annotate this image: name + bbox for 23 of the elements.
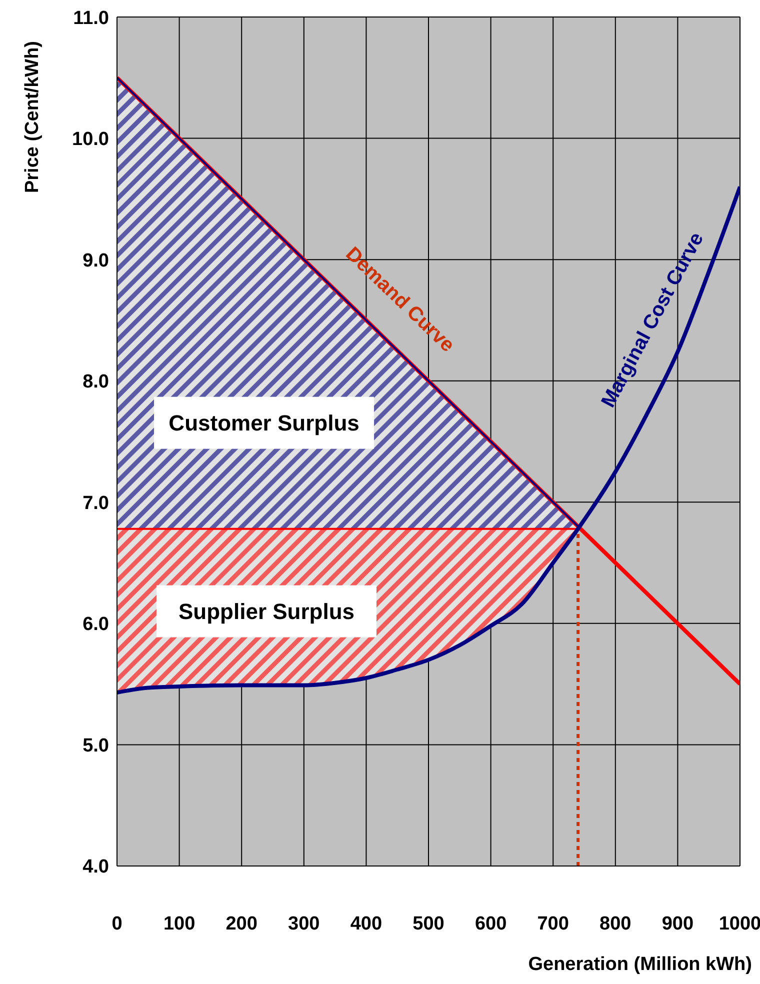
x-tick-label: 1000 — [718, 913, 760, 934]
y-tick-label: 6.0 — [82, 614, 109, 636]
x-tick-label: 200 — [226, 913, 258, 934]
y-tick-label: 4.0 — [82, 856, 109, 878]
annotation: Supplier Surplus — [178, 598, 355, 624]
y-tick-label: 5.0 — [82, 735, 109, 756]
x-tick-label: 100 — [163, 913, 196, 934]
x-axis-title: Generation (Million kWh) — [528, 954, 752, 975]
y-tick-label: 8.0 — [82, 372, 109, 393]
y-tick-label: 11.0 — [73, 8, 109, 29]
x-tick-label: 900 — [662, 913, 694, 934]
y-tick-label: 9.0 — [82, 250, 109, 272]
x-tick-label: 700 — [537, 913, 569, 934]
x-tick-label: 800 — [600, 913, 632, 934]
x-tick-label: 500 — [412, 913, 444, 934]
y-tick-label: 7.0 — [82, 492, 109, 514]
annotation: Customer Surplus — [168, 410, 360, 436]
x-tick-label: 600 — [474, 913, 507, 934]
x-tick-label: 400 — [350, 913, 382, 934]
x-tick-label: 0 — [112, 913, 122, 934]
y-tick-label: 10.0 — [72, 129, 109, 150]
x-tick-label: 300 — [288, 913, 320, 934]
y-axis-title: Price (Cent/kWh) — [22, 40, 43, 194]
